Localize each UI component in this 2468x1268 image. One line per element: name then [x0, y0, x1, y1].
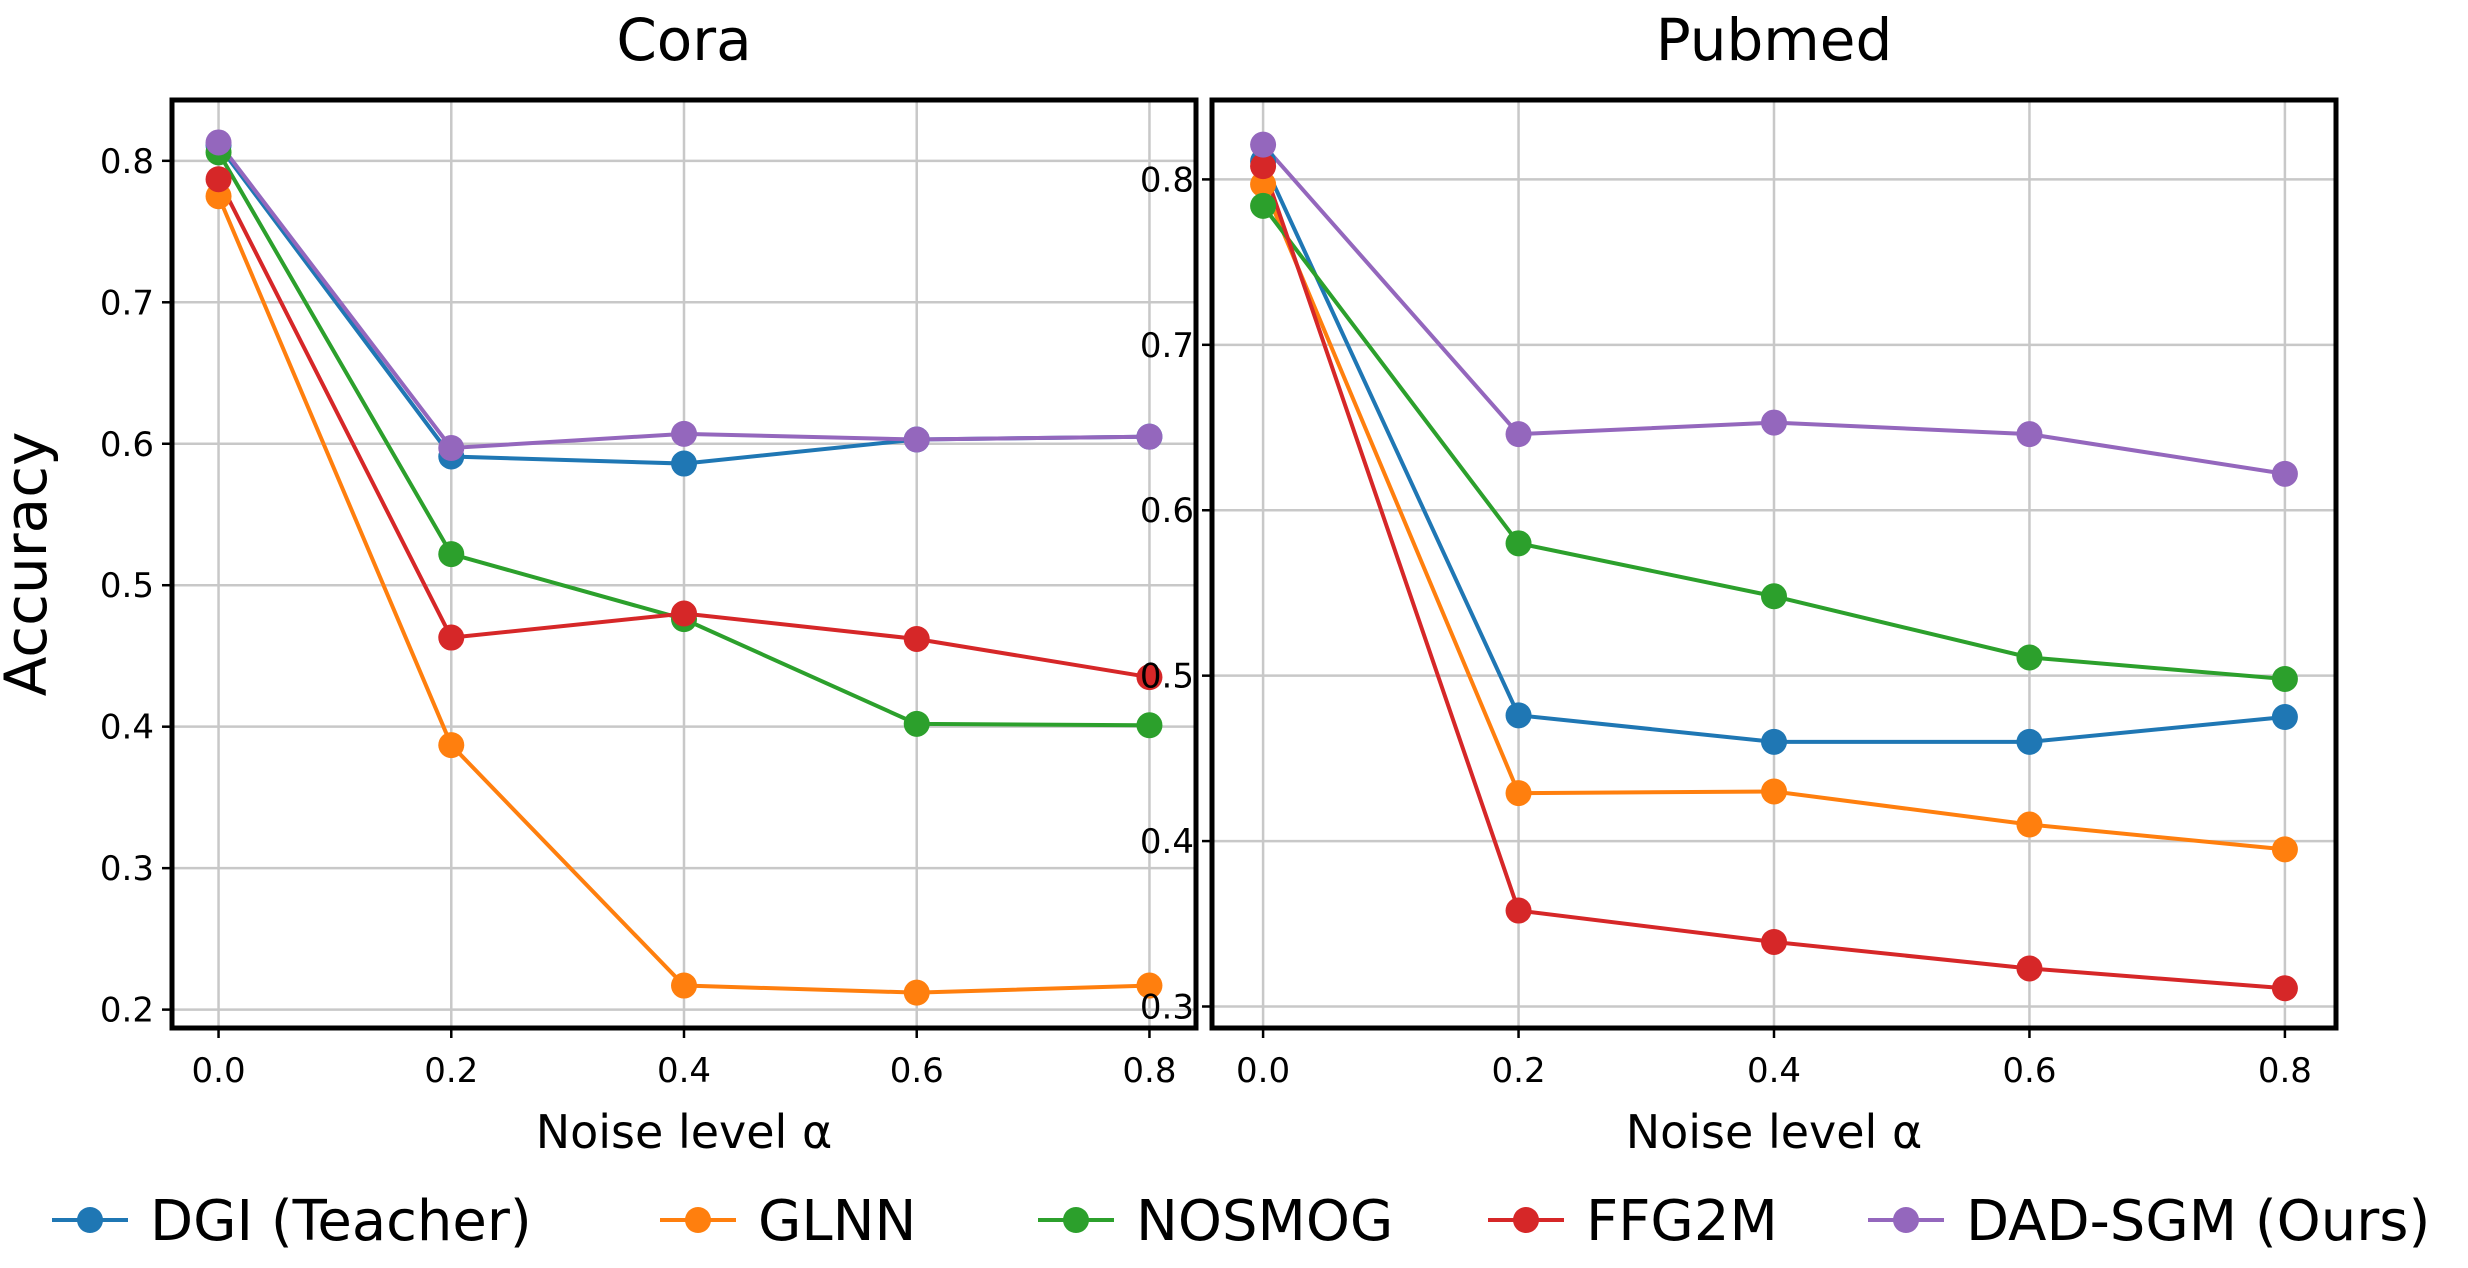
cora-point-glnn-1 — [438, 732, 465, 759]
pubmed-point-glnn-2 — [1761, 778, 1787, 805]
pubmed-ytick-label: 0.3 — [1140, 987, 1194, 1027]
cora-xtick-label: 0.6 — [890, 1051, 944, 1091]
cora-ytick-label: 0.5 — [100, 566, 154, 606]
pubmed-ytick-label: 0.5 — [1140, 657, 1194, 697]
pubmed-point-glnn-4 — [2271, 836, 2298, 863]
legend-marker-dad-sgm-ours — [1893, 1207, 1919, 1233]
pubmed-point-ffg2m-2 — [1761, 928, 1787, 955]
pubmed-point-nosmog-1 — [1505, 530, 1532, 557]
pubmed-point-nosmog-2 — [1761, 583, 1787, 610]
pubmed-point-nosmog-0 — [1250, 192, 1277, 219]
cora-point-nosmog-1 — [438, 541, 465, 568]
cora-xlabel: Noise level α — [536, 1105, 833, 1159]
chart-cora: 0.0 0.2 0.4 0.6 0.8 0.2 0.3 0.4 0.5 0.6 0.7 0.8 Cora… — [0, 6, 1199, 1159]
pubmed-point-dgi-teacher-2 — [1761, 728, 1787, 755]
pubmed-point-glnn-3 — [2016, 811, 2043, 838]
cora-ytick-label: 0.4 — [100, 708, 154, 748]
legend-label-nosmog: NOSMOG — [1136, 1189, 1393, 1254]
pubmed-point-dad-sgm-ours-3 — [2016, 421, 2043, 448]
pubmed-point-ffg2m-3 — [2016, 955, 2043, 982]
cora-point-ffg2m-2 — [671, 600, 697, 627]
cora-point-ffg2m-1 — [438, 624, 465, 651]
pubmed-point-glnn-1 — [1505, 780, 1532, 807]
legend-label-dad-sgm-ours: DAD-SGM (Ours) — [1966, 1189, 2430, 1254]
legend-label-ffg2m: FFG2M — [1586, 1189, 1778, 1254]
pubmed-point-dad-sgm-ours-0 — [1250, 131, 1277, 158]
cora-point-dad-sgm-ours-1 — [438, 435, 465, 461]
pubmed-xtick-label: 0.8 — [2258, 1051, 2312, 1091]
pubmed-xlabel: Noise level α — [1626, 1105, 1923, 1159]
pubmed-point-dgi-teacher-3 — [2016, 728, 2043, 755]
pubmed-xtick-label: 0.6 — [2002, 1051, 2056, 1091]
legend-label-glnn: GLNN — [758, 1189, 916, 1254]
pubmed-ytick-label: 0.4 — [1140, 822, 1194, 862]
cora-point-glnn-2 — [671, 972, 697, 999]
cora-point-nosmog-4 — [1136, 712, 1163, 739]
pubmed-point-ffg2m-0 — [1250, 153, 1277, 180]
pubmed-ytick-label: 0.6 — [1140, 491, 1194, 531]
pubmed-ytick-label: 0.7 — [1140, 326, 1194, 366]
cora-point-dad-sgm-ours-0 — [205, 129, 232, 156]
pubmed-ytick-label: 0.8 — [1140, 160, 1194, 200]
pubmed-xtick-label: 0.2 — [1492, 1051, 1546, 1091]
pubmed-point-dgi-teacher-1 — [1505, 702, 1532, 729]
pubmed-point-dad-sgm-ours-4 — [2271, 460, 2298, 487]
cora-point-glnn-3 — [903, 979, 930, 1006]
cora-point-dad-sgm-ours-3 — [903, 426, 930, 453]
cora-ytick-label: 0.6 — [100, 425, 154, 465]
cora-point-nosmog-3 — [903, 710, 930, 737]
pubmed-title: Pubmed — [1656, 6, 1893, 74]
pubmed-point-glnn-0 — [1250, 171, 1277, 198]
legend: DGI (Teacher) GLNN NOSMOG FFG2M DAD-SGM (Our… — [52, 1189, 2430, 1254]
cora-ytick-label: 0.2 — [100, 991, 154, 1031]
cora-ytick-label: 0.7 — [100, 283, 154, 323]
cora-xtick-label: 0.0 — [192, 1051, 246, 1091]
cora-xtick-label: 0.4 — [657, 1051, 711, 1091]
cora-point-glnn-4 — [1136, 972, 1163, 999]
legend-marker-dgi-teacher — [77, 1207, 103, 1233]
cora-ytick-label: 0.8 — [100, 142, 154, 182]
cora-point-dad-sgm-ours-4 — [1136, 423, 1163, 450]
cora-ytick-label: 0.3 — [100, 849, 154, 889]
pubmed-point-dgi-teacher-4 — [2271, 704, 2298, 731]
pubmed-point-nosmog-4 — [2271, 665, 2298, 692]
legend-marker-ffg2m — [1513, 1207, 1539, 1233]
cora-xtick-label: 0.2 — [424, 1051, 478, 1091]
legend-marker-glnn — [685, 1207, 711, 1233]
cora-title: Cora — [616, 6, 751, 74]
cora-point-dgi-teacher-2 — [671, 450, 697, 477]
pubmed-point-dad-sgm-ours-1 — [1505, 421, 1532, 448]
pubmed-point-ffg2m-1 — [1505, 897, 1532, 924]
pubmed-point-ffg2m-4 — [2271, 975, 2298, 1002]
pubmed-point-dad-sgm-ours-2 — [1761, 409, 1787, 436]
legend-label-dgi-teacher: DGI (Teacher) — [150, 1189, 532, 1254]
cora-point-ffg2m-4 — [1136, 664, 1163, 691]
chart-pubmed: 0.0 0.2 0.4 0.6 0.8 0.3 0.4 0.5 0.6 0.7 0.8 Pubmed N… — [1140, 6, 2339, 1159]
cora-ylabel: Accuracy — [0, 432, 60, 697]
cora-point-ffg2m-3 — [903, 625, 930, 652]
pubmed-xtick-label: 0.4 — [1747, 1051, 1801, 1091]
legend-marker-nosmog — [1063, 1207, 1089, 1233]
pubmed-point-nosmog-3 — [2016, 644, 2043, 671]
cora-point-dad-sgm-ours-2 — [671, 420, 697, 447]
pubmed-xtick-label: 0.0 — [1236, 1051, 1290, 1091]
cora-point-ffg2m-0 — [205, 166, 232, 193]
cora-xtick-label: 0.8 — [1122, 1051, 1176, 1091]
